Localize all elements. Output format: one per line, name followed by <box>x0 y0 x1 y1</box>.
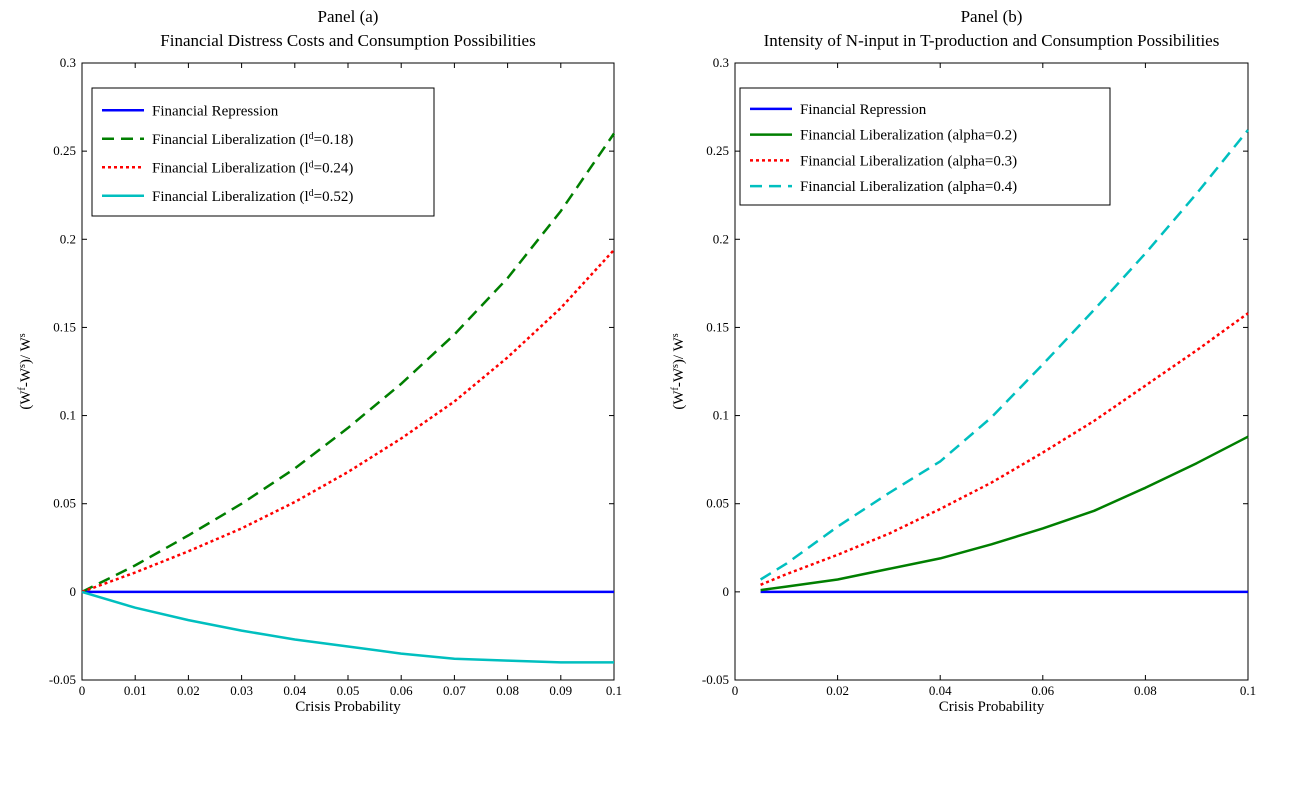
legend-label-text: Financial Liberalization (l <box>152 132 309 148</box>
series-line-2 <box>81 132 616 594</box>
x-tick-label: 0.04 <box>283 683 306 698</box>
y-axis-label-part: )/ W <box>671 336 687 364</box>
x-axis-label: Crisis Probability <box>939 699 1045 715</box>
legend-label: Financial Liberalization (alpha=0.4) <box>800 179 1017 195</box>
legend: Financial Repression Financial Liberaliza… <box>91 87 435 217</box>
x-tick-label: 0.1 <box>1240 683 1256 698</box>
legend-label: Financial Liberalization (ld=0.52) <box>152 187 353 205</box>
y-axis-label-superscript: f <box>17 386 28 390</box>
legend-label-text: Financial Liberalization (alpha=0.2) <box>800 128 1017 144</box>
y-tick-label: 0.3 <box>60 55 76 70</box>
y-axis-label-part: -W <box>671 367 687 387</box>
y-tick-label: 0.3 <box>713 55 729 70</box>
x-tick-label: 0.01 <box>124 683 147 698</box>
y-axis-label-part: -W <box>18 367 34 387</box>
legend-label: Financial Liberalization (ld=0.18) <box>152 130 353 148</box>
x-tick-label: 0.09 <box>549 683 572 698</box>
y-axis-label-superscript: s <box>17 364 28 368</box>
legend-label: Financial Liberalization (ld=0.24) <box>152 159 353 177</box>
y-tick-label: 0.25 <box>53 143 76 158</box>
x-tick-label: 0.04 <box>929 683 952 698</box>
chart-panel-a: Panel (a) Financial Distress Costs and Co… <box>17 7 623 715</box>
chart-title-line2: Financial Distress Costs and Consumption… <box>160 31 535 50</box>
series-line-4 <box>81 590 614 664</box>
y-tick-label: 0.25 <box>706 143 729 158</box>
x-tick-label: 0.06 <box>390 683 413 698</box>
legend-label: Financial Repression <box>152 103 279 119</box>
y-axis-label-part: (W <box>671 390 687 410</box>
legend-label-text: Financial Liberalization (alpha=0.4) <box>800 179 1017 195</box>
x-tick-label: 0.08 <box>1134 683 1157 698</box>
legend-box <box>91 87 435 217</box>
y-tick-label: 0 <box>70 584 77 599</box>
y-axis-label: (Wf-Ws)/ Ws <box>17 333 35 409</box>
x-tick-label: 0.05 <box>337 683 360 698</box>
y-tick-label: 0.1 <box>60 408 76 423</box>
legend-label-text: =0.52) <box>314 189 354 205</box>
legend-label-superscript: d <box>309 159 314 170</box>
x-tick-label: 0.08 <box>496 683 519 698</box>
legend-label-text: Financial Repression <box>152 103 279 119</box>
x-tick-label: 0 <box>79 683 86 698</box>
legend-label-superscript: d <box>309 187 314 198</box>
x-tick-label: 0.06 <box>1031 683 1054 698</box>
y-axis-label-part: (W <box>18 390 34 410</box>
chart-title-line2: Intensity of N-input in T-production and… <box>764 31 1220 50</box>
x-axis-label: Crisis Probability <box>295 699 401 715</box>
x-tick-label: 0.1 <box>606 683 622 698</box>
y-axis-label-superscript: f <box>670 386 681 390</box>
legend-label-text: =0.24) <box>314 160 354 176</box>
legend-label: Financial Liberalization (alpha=0.3) <box>800 153 1017 169</box>
x-tick-label: 0.02 <box>177 683 200 698</box>
chart-panel-b: Panel (b) Intensity of N-input in T-produ… <box>670 7 1257 715</box>
y-axis-label-superscript: s <box>670 364 681 368</box>
y-tick-label: 0.15 <box>706 319 729 334</box>
y-axis-label-part: )/ W <box>18 336 34 364</box>
legend-label-text: =0.18) <box>314 132 354 148</box>
y-tick-label: -0.05 <box>702 672 729 687</box>
chart-title-line1: Panel (a) <box>318 7 379 26</box>
series-line-4 <box>759 129 1249 581</box>
y-tick-label: 0.05 <box>53 496 76 511</box>
x-tick-label: 0 <box>732 683 739 698</box>
chart-title-line1: Panel (b) <box>961 7 1023 26</box>
legend-box <box>739 87 1111 206</box>
x-tick-label: 0.02 <box>826 683 849 698</box>
y-tick-label: 0.2 <box>713 231 729 246</box>
y-tick-label: 0.1 <box>713 408 729 423</box>
x-tick-label: 0.03 <box>230 683 253 698</box>
y-axis-label: (Wf-Ws)/ Ws <box>670 333 688 409</box>
y-tick-label: -0.05 <box>49 672 76 687</box>
series-line-3 <box>760 312 1249 586</box>
legend: Financial Repression Financial Liberaliza… <box>739 87 1111 206</box>
x-tick-label: 0.07 <box>443 683 466 698</box>
legend-label-superscript: d <box>309 130 314 141</box>
y-tick-label: 0.15 <box>53 319 76 334</box>
y-tick-label: 0.2 <box>60 231 76 246</box>
legend-label-text: Financial Repression <box>800 102 927 118</box>
series-line-2 <box>760 435 1249 592</box>
legend-label-text: Financial Liberalization (l <box>152 189 309 205</box>
y-axis-label-superscript: s <box>670 333 681 337</box>
legend-label-text: Financial Liberalization (l <box>152 160 309 176</box>
legend-label-text: Financial Liberalization (alpha=0.3) <box>800 153 1017 169</box>
legend-label: Financial Liberalization (alpha=0.2) <box>800 128 1017 144</box>
y-tick-label: 0.05 <box>706 496 729 511</box>
y-tick-label: 0 <box>723 584 730 599</box>
y-axis-label-superscript: s <box>17 333 28 337</box>
legend-label: Financial Repression <box>800 102 927 118</box>
